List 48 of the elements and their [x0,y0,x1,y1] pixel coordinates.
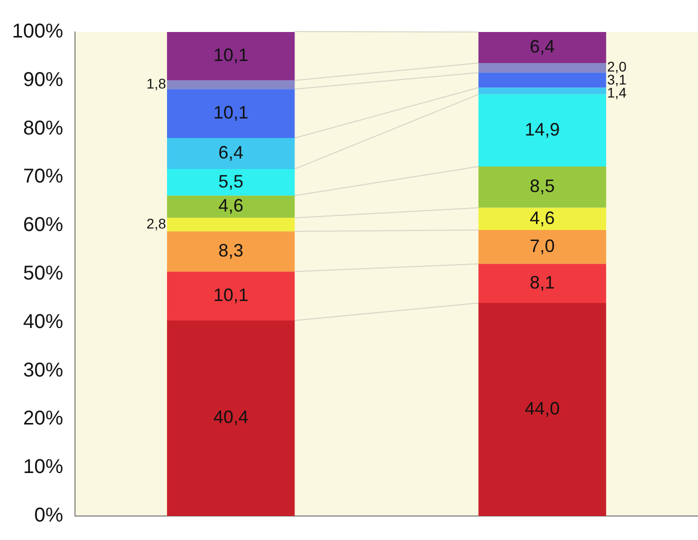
data-label: 8,1 [530,272,555,292]
y-tick-label: 40% [23,310,64,333]
y-tick-label: 50% [23,262,64,285]
data-label: 6,4 [530,36,555,56]
bar [167,320,295,516]
bar [478,264,606,304]
bar [478,94,606,167]
y-tick-label: 70% [23,166,64,188]
bar [167,168,295,196]
bar [478,88,606,94]
y-tick-label: 30% [23,359,64,382]
bar [167,80,295,90]
data-label: 10,1 [213,284,248,305]
bar [167,218,295,232]
data-label: 4,6 [218,196,244,216]
bar [167,138,295,169]
data-label: 5,5 [218,171,244,192]
data-label: 2,8 [146,215,166,232]
y-tick-label: 60% [23,214,64,236]
bar [167,196,295,218]
bar [478,72,606,88]
data-label: 6,4 [218,142,244,162]
bar [167,231,295,272]
bar [478,303,606,516]
data-label: 7,0 [530,236,555,256]
data-label: 14,9 [524,119,560,140]
bar [478,32,606,63]
data-label: 4,6 [530,208,555,228]
y-tick-label: 90% [23,68,64,91]
data-label: 40,4 [213,407,248,428]
bar [478,208,606,230]
bar [167,32,295,80]
bar [167,272,295,320]
y-tick-label: 10% [23,456,64,478]
data-label: 44,0 [524,398,560,418]
bar [478,62,606,73]
y-tick-label: 0% [34,504,64,527]
y-tick-label: 100% [12,20,64,43]
y-tick-label: 80% [23,117,64,140]
bar [478,230,606,264]
data-label: 8,5 [530,176,555,196]
bar [167,89,295,138]
data-label: 1,8 [146,76,166,92]
bar [478,166,606,208]
data-label: 10,1 [213,44,248,65]
data-label: 10,1 [213,102,248,123]
y-tick-label: 20% [23,408,64,430]
data-label: 8,3 [218,240,244,260]
